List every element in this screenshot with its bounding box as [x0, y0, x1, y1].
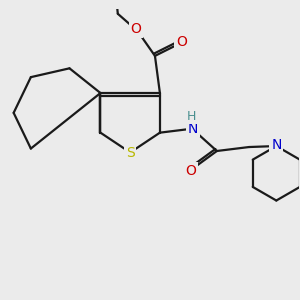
- Text: N: N: [188, 122, 198, 136]
- Text: O: O: [176, 34, 187, 49]
- Text: H: H: [186, 110, 196, 123]
- Text: N: N: [271, 138, 281, 152]
- Text: S: S: [126, 146, 135, 161]
- Text: O: O: [130, 22, 141, 36]
- Text: O: O: [186, 164, 196, 178]
